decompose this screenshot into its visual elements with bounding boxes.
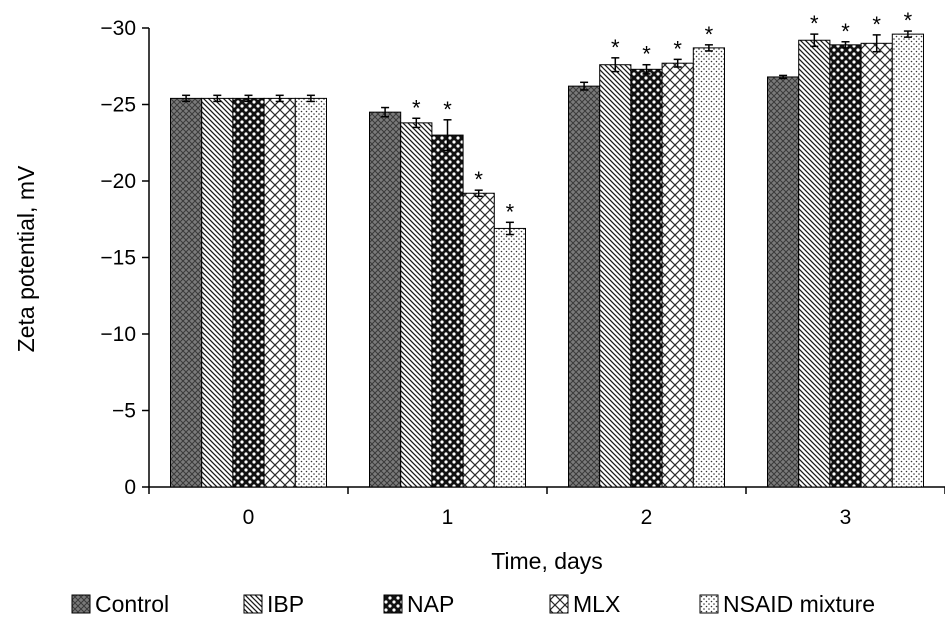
bar-control-2 bbox=[568, 85, 601, 488]
x-axis: 0 1 2 3 bbox=[148, 486, 945, 529]
bar-ibp-1 bbox=[400, 122, 433, 488]
bar-mlx-2 bbox=[661, 62, 694, 488]
bars-group: * * * * * * * * * * * * bbox=[170, 8, 924, 488]
significance-marker: * bbox=[810, 11, 819, 36]
bar-ibp-0 bbox=[201, 97, 234, 488]
legend-swatch bbox=[699, 594, 719, 614]
significance-marker: * bbox=[506, 199, 515, 224]
bar-nap-1 bbox=[431, 134, 464, 488]
y-tick-label: 0 bbox=[124, 476, 136, 499]
legend-label: IBP bbox=[267, 591, 304, 617]
y-axis: 0 −5 −10 −15 −20 −25 −30 bbox=[100, 17, 150, 499]
bar-nsaid-mixture-1 bbox=[493, 227, 526, 488]
significance-marker: * bbox=[474, 167, 483, 192]
legend-item-control: Control bbox=[71, 591, 169, 617]
significance-marker: * bbox=[872, 12, 881, 37]
bar-mlx-1 bbox=[462, 192, 495, 488]
bar-control-0 bbox=[170, 97, 203, 488]
significance-marker: * bbox=[412, 95, 421, 120]
legend-label: Control bbox=[95, 591, 169, 617]
y-tick-label: −20 bbox=[100, 170, 136, 193]
bar-ibp-3 bbox=[798, 39, 831, 488]
x-tick-label: 3 bbox=[840, 506, 852, 529]
significance-marker: * bbox=[841, 19, 850, 44]
legend-swatch bbox=[243, 594, 263, 614]
legend-item-mlx: MLX bbox=[549, 591, 620, 617]
significance-marker: * bbox=[611, 35, 620, 60]
legend-swatch bbox=[383, 594, 403, 614]
legend-label: NSAID mixture bbox=[723, 591, 875, 617]
legend-item-nap: NAP bbox=[383, 591, 454, 617]
y-tick-label: −15 bbox=[100, 247, 136, 270]
bar-control-1 bbox=[369, 111, 402, 488]
legend-label: MLX bbox=[573, 591, 620, 617]
y-axis-title: Zeta potential, mV bbox=[13, 165, 39, 352]
bar-nsaid-mixture-0 bbox=[294, 97, 327, 488]
significance-marker: * bbox=[705, 22, 714, 47]
y-tick-label: −10 bbox=[100, 323, 136, 346]
legend-swatch bbox=[549, 594, 569, 614]
x-tick-label: 1 bbox=[442, 506, 454, 529]
y-tick-label: −25 bbox=[100, 94, 136, 117]
y-tick-label: −30 bbox=[100, 17, 136, 40]
significance-marker: * bbox=[443, 97, 452, 122]
bar-ibp-2 bbox=[599, 64, 632, 488]
x-axis-title: Time, days bbox=[491, 548, 603, 574]
bar-nap-0 bbox=[232, 97, 265, 488]
legend-swatch bbox=[71, 594, 91, 614]
legend-item-ibp: IBP bbox=[243, 591, 304, 617]
bar-mlx-3 bbox=[860, 42, 893, 488]
bar-control-3 bbox=[767, 76, 800, 488]
bar-nap-2 bbox=[630, 68, 663, 488]
legend-label: NAP bbox=[407, 591, 454, 617]
x-tick-label: 2 bbox=[641, 506, 653, 529]
y-tick-label: −5 bbox=[112, 400, 136, 423]
bar-nsaid-mixture-2 bbox=[692, 47, 725, 488]
significance-marker: * bbox=[642, 42, 651, 67]
significance-marker: * bbox=[904, 8, 913, 33]
legend: Control IBP NAP MLX NSAID mixture bbox=[71, 591, 875, 617]
x-tick-label: 0 bbox=[243, 506, 255, 529]
bar-nsaid-mixture-3 bbox=[891, 33, 924, 488]
significance-marker: * bbox=[673, 36, 682, 61]
bar-nap-3 bbox=[829, 44, 862, 488]
legend-item-nsaid-mixture: NSAID mixture bbox=[699, 591, 875, 617]
bar-mlx-0 bbox=[263, 97, 296, 488]
